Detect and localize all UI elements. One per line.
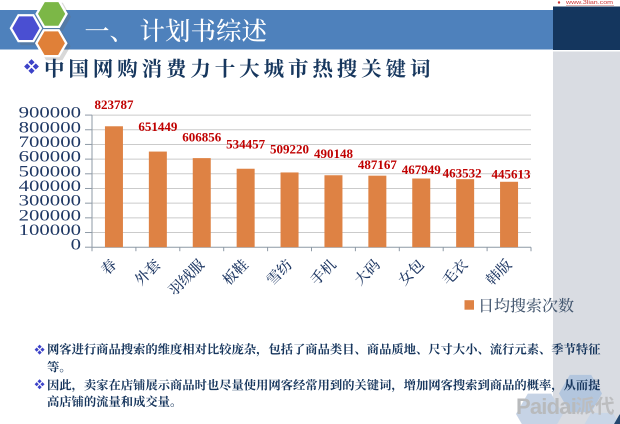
svg-text:100000: 100000 xyxy=(19,222,82,239)
svg-text:463532: 463532 xyxy=(443,166,482,181)
svg-text:823787: 823787 xyxy=(94,97,134,112)
svg-text:500000: 500000 xyxy=(19,163,82,180)
svg-text:0: 0 xyxy=(71,237,82,254)
svg-text:490148: 490148 xyxy=(314,146,354,161)
svg-text:300000: 300000 xyxy=(19,193,82,210)
svg-text:534457: 534457 xyxy=(226,137,266,152)
svg-text:487167: 487167 xyxy=(358,157,398,172)
svg-text:467949: 467949 xyxy=(402,162,442,177)
svg-text:600000: 600000 xyxy=(19,149,82,166)
svg-text:Paidai: Paidai xyxy=(516,394,576,419)
svg-text:800000: 800000 xyxy=(19,119,82,136)
svg-text:400000: 400000 xyxy=(19,178,82,195)
svg-text:700000: 700000 xyxy=(19,134,82,151)
svg-text:200000: 200000 xyxy=(19,207,82,224)
svg-text:606856: 606856 xyxy=(182,130,222,145)
svg-text:651449: 651449 xyxy=(138,119,178,134)
svg-text:509220: 509220 xyxy=(270,142,309,157)
svg-text:www.3lian.com: www.3lian.com xyxy=(566,0,613,6)
svg-text:900000: 900000 xyxy=(19,105,82,122)
svg-text:445613: 445613 xyxy=(492,167,532,182)
